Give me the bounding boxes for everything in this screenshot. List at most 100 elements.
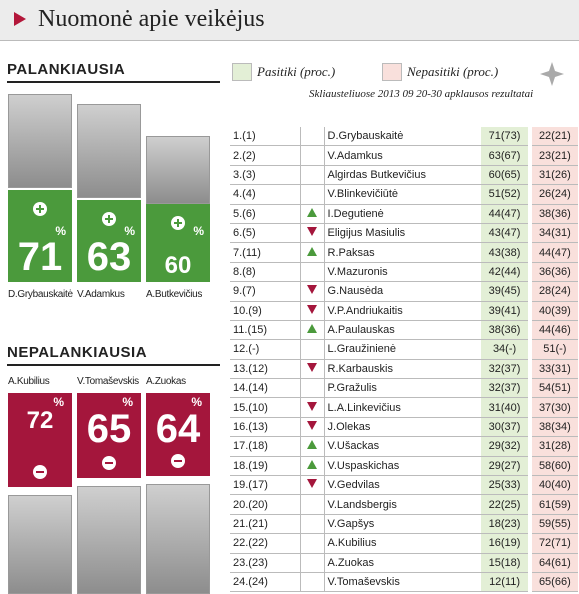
trust: 12(11) xyxy=(481,572,529,591)
person-name: A.Butkevičius xyxy=(146,289,202,300)
distrust: 31(28) xyxy=(530,437,578,456)
rank: 12.(-) xyxy=(230,340,301,359)
title-arrow xyxy=(14,12,28,28)
name: P.Gražulis xyxy=(324,379,481,398)
rank: 16.(13) xyxy=(230,417,301,436)
name: V.Landsbergis xyxy=(324,495,481,514)
name: V.Adamkus xyxy=(324,146,481,165)
trust: 31(40) xyxy=(481,398,529,417)
trust: 32(37) xyxy=(481,359,529,378)
name: Algirdas Butkevičius xyxy=(324,165,481,184)
trust: 22(25) xyxy=(481,495,529,514)
trend xyxy=(301,359,324,378)
trust: 38(36) xyxy=(481,320,529,339)
trend-arrow-down xyxy=(307,421,317,430)
person-name: A.Kubilius xyxy=(8,376,49,387)
trust: 43(47) xyxy=(481,223,529,242)
name: V.Ušackas xyxy=(324,437,481,456)
distrust: 37(30) xyxy=(530,398,578,417)
photo xyxy=(8,495,72,594)
trend xyxy=(301,398,324,417)
legend-swatch xyxy=(382,63,402,81)
trend xyxy=(301,320,324,339)
trend xyxy=(301,572,324,591)
rank: 1.(1) xyxy=(230,127,301,146)
plus-icon xyxy=(171,216,185,230)
distrust: 65(66) xyxy=(530,572,578,591)
rule xyxy=(7,364,220,366)
rank: 11.(15) xyxy=(230,320,301,339)
trend xyxy=(301,417,324,436)
trust: 51(52) xyxy=(481,185,529,204)
value-block: %65 xyxy=(77,393,141,478)
person-name: V.Tomaševskis xyxy=(77,376,139,387)
rank: 24.(24) xyxy=(230,572,301,591)
trend-arrow-down xyxy=(307,479,317,488)
trust: 39(41) xyxy=(481,301,529,320)
value-label: 72 xyxy=(8,407,72,435)
trust: 63(67) xyxy=(481,146,529,165)
trend xyxy=(301,340,324,359)
distrust: 64(61) xyxy=(530,553,578,572)
rank: 7.(11) xyxy=(230,243,301,262)
name: A.Kubilius xyxy=(324,534,481,553)
name: V.Blinkevičiūtė xyxy=(324,185,481,204)
person-name: D.Grybauskaitė xyxy=(8,289,73,300)
trend xyxy=(301,379,324,398)
trend-arrow-down xyxy=(307,402,317,411)
value-label: 71 xyxy=(8,235,72,280)
photo xyxy=(77,486,141,594)
value-label: 64 xyxy=(146,407,210,452)
trust: 25(33) xyxy=(481,476,529,495)
trend xyxy=(301,476,324,495)
trend-arrow-up xyxy=(307,460,317,469)
rank: 5.(6) xyxy=(230,204,301,223)
plus-icon xyxy=(102,212,116,226)
distrust: 58(60) xyxy=(530,456,578,475)
name: R.Karbauskis xyxy=(324,359,481,378)
trust: 18(23) xyxy=(481,514,529,533)
distrust: 54(51) xyxy=(530,379,578,398)
percent-sign: % xyxy=(193,224,204,238)
rank: 3.(3) xyxy=(230,165,301,184)
trend-arrow-up xyxy=(307,247,317,256)
trend-arrow-down xyxy=(307,285,317,294)
trend xyxy=(301,262,324,281)
trend xyxy=(301,553,324,572)
name: L.A.Linkevičius xyxy=(324,398,481,417)
distrust: 22(21) xyxy=(530,127,578,146)
rank: 19.(17) xyxy=(230,476,301,495)
rank: 8.(8) xyxy=(230,262,301,281)
trend xyxy=(301,204,324,223)
trend-arrow-down xyxy=(307,227,317,236)
note: Skliausteliuose 2013 09 20-30 apklausos … xyxy=(309,88,533,100)
trend xyxy=(301,282,324,301)
name: V.Mazuronis xyxy=(324,262,481,281)
trust: 16(19) xyxy=(481,534,529,553)
rank: 9.(7) xyxy=(230,282,301,301)
name: A.Zuokas xyxy=(324,553,481,572)
title: Nuomonė apie veikėjus xyxy=(38,6,265,33)
section-heading: PALANKIAUSIA xyxy=(7,61,125,78)
plus-icon xyxy=(33,202,47,216)
distrust: 59(55) xyxy=(530,514,578,533)
photo xyxy=(77,104,141,198)
name: G.Nausėda xyxy=(324,282,481,301)
trend-arrow-up xyxy=(307,208,317,217)
rank: 22.(22) xyxy=(230,534,301,553)
